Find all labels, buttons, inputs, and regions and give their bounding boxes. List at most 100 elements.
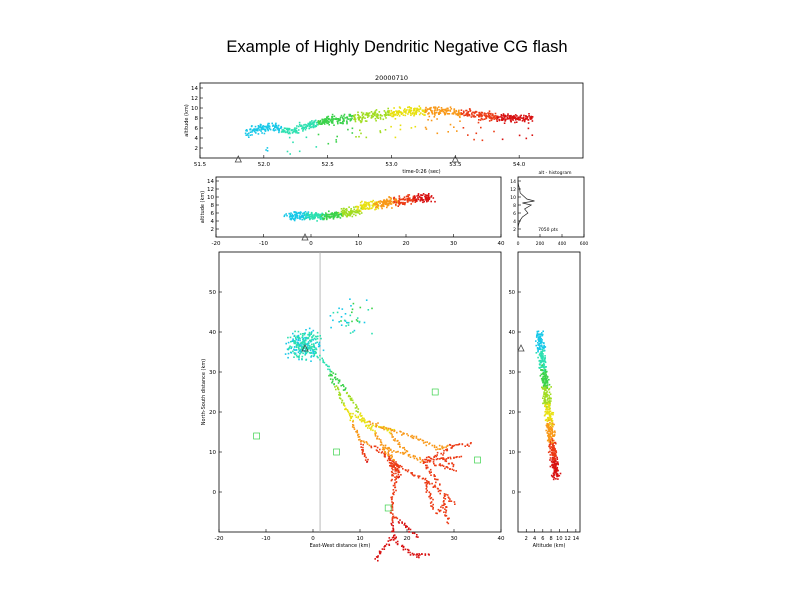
source-point [408,453,411,456]
source-point [459,120,461,122]
source-point [350,412,352,415]
source-point [478,113,481,116]
source-point [367,309,370,311]
source-point [545,395,547,398]
source-point [374,110,377,112]
y-tick-label: 4 [513,219,516,225]
source-point [428,108,430,110]
source-point [492,114,494,116]
source-point [357,416,359,419]
source-point [381,548,384,550]
source-point [553,453,556,455]
source-point [337,118,340,120]
source-point [398,443,401,446]
source-point [402,197,405,200]
source-point [277,124,280,127]
source-point [391,530,393,533]
source-point [395,541,397,544]
source-point [357,114,360,117]
source-point [296,216,298,218]
source-point [381,451,384,453]
source-point [467,134,469,136]
source-point [394,439,396,442]
source-point [519,119,521,121]
source-point [360,443,362,445]
source-point [422,439,425,442]
source-point [554,471,556,474]
source-point [297,132,300,134]
source-point [312,346,315,348]
source-point [374,112,377,114]
source-point [525,117,527,119]
source-point [359,306,362,309]
source-point [427,482,429,484]
source-point [349,314,352,317]
source-point [357,408,360,410]
source-point [526,118,528,120]
source-point [397,465,400,467]
source-point [314,351,317,353]
source-point [412,195,415,198]
source-point [538,344,540,347]
source-point [424,461,427,463]
source-point [395,461,397,463]
source-point [342,384,344,386]
source-point [402,546,405,549]
source-point [539,367,541,369]
source-point [350,115,353,118]
source-point [541,347,544,349]
source-point [551,443,554,445]
source-point [438,111,441,113]
source-point [384,456,386,458]
x-tick-label: 400 [558,241,567,247]
source-point [426,197,429,200]
source-point [329,373,331,376]
source-point [439,463,441,465]
source-point [353,213,355,216]
source-point [352,419,354,422]
source-point [340,114,343,117]
source-point [286,127,289,130]
source-point [291,215,293,218]
source-point [376,437,378,439]
source-point [349,414,351,417]
source-point [540,353,543,356]
source-point [507,113,509,115]
source-point [421,477,424,480]
source-point [422,201,424,204]
source-point [307,212,309,215]
source-point [443,108,445,111]
source-point [293,340,295,342]
source-point [377,207,380,210]
source-point [396,112,398,114]
source-point [542,375,544,378]
source-point [545,409,547,411]
source-point [530,118,532,120]
y-tick-label: 6 [513,211,516,217]
source-point [449,123,452,126]
source-point [280,126,283,129]
source-point [396,465,398,467]
source-point [295,213,298,216]
source-point [504,120,506,122]
source-point [399,128,402,131]
source-point [439,458,441,460]
source-point [407,195,410,198]
x-tick-label: 10 [556,536,562,542]
source-point [377,205,380,207]
source-point [423,109,425,112]
source-point [304,351,307,353]
source-point [392,115,395,117]
source-point [464,445,466,447]
source-point [448,113,451,115]
source-point [316,214,318,216]
source-point [356,431,359,433]
source-point [546,403,549,406]
source-point [539,342,541,345]
source-point [389,457,391,460]
y-tick-label: 12 [207,187,214,193]
source-point [480,126,482,129]
source-point [317,123,319,126]
source-point [518,134,521,137]
source-point [540,351,542,353]
